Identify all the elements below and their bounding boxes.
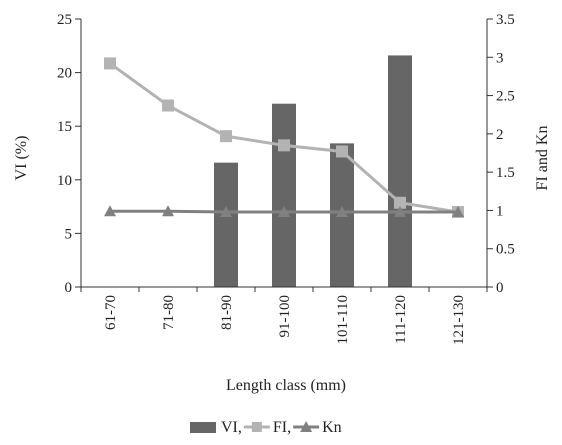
fi-point-101-110 bbox=[336, 145, 348, 158]
legend-label-fi: FI, bbox=[273, 419, 291, 436]
x-tick-label-91-100: 91-100 bbox=[277, 295, 293, 338]
vi-bar-91-100 bbox=[272, 103, 296, 287]
y-right-tick-label: 2 bbox=[496, 127, 504, 143]
y-left-tick-label: 20 bbox=[57, 66, 72, 82]
y-left-tick-label: 10 bbox=[57, 173, 72, 189]
y-axis-left-title: VI (%) bbox=[13, 136, 30, 181]
y-left-tick-label: 0 bbox=[65, 280, 73, 296]
y-left-tick-label: 5 bbox=[65, 226, 73, 242]
axes bbox=[75, 18, 493, 292]
legend-label-vi: VI, bbox=[221, 419, 242, 436]
y-right-tick-label: 1.5 bbox=[496, 165, 515, 181]
kn-point-121-130 bbox=[452, 205, 464, 217]
y-right-tick-label: 1 bbox=[496, 203, 504, 219]
x-tick-label-61-70: 61-70 bbox=[103, 295, 119, 330]
x-tick-label-81-90: 81-90 bbox=[219, 295, 235, 330]
fi-point-61-70 bbox=[104, 57, 116, 70]
y-right-tick-label: 3 bbox=[496, 50, 504, 66]
legend: VI, FI, Kn bbox=[190, 419, 342, 436]
kn-point-101-110 bbox=[336, 205, 348, 217]
y-left-tick-label: 25 bbox=[57, 12, 72, 28]
x-tick-label-101-110: 101-110 bbox=[335, 295, 351, 344]
kn-point-61-70 bbox=[104, 205, 116, 217]
y-right-tick-label: 2.5 bbox=[496, 89, 515, 105]
legend-swatch-vi bbox=[190, 422, 216, 433]
vi-bars bbox=[214, 55, 412, 287]
fi-point-111-120 bbox=[394, 196, 406, 209]
y-right-tick-label: 0 bbox=[496, 280, 504, 296]
legend-marker-fi bbox=[251, 422, 262, 432]
vi-bar-81-90 bbox=[214, 162, 238, 287]
x-axis-title: Length class (mm) bbox=[226, 377, 346, 394]
legend-marker-kn bbox=[300, 421, 313, 432]
y-axis-right-title: FI and Kn bbox=[534, 126, 551, 191]
y-right-tick-label: 3.5 bbox=[496, 12, 515, 28]
y-right-tick-label: 0.5 bbox=[496, 242, 515, 258]
fi-point-81-90 bbox=[220, 130, 232, 143]
kn-point-81-90 bbox=[220, 205, 232, 217]
fi-point-91-100 bbox=[278, 139, 290, 152]
x-tick-label-71-80: 71-80 bbox=[161, 295, 177, 330]
vi-bar-111-120 bbox=[388, 55, 412, 287]
fi-point-71-80 bbox=[162, 99, 174, 112]
y-left-tick-label: 15 bbox=[57, 119, 72, 135]
x-tick-label-111-120: 111-120 bbox=[393, 295, 409, 344]
legend-label-kn: Kn bbox=[322, 419, 342, 436]
kn-point-91-100 bbox=[278, 205, 290, 217]
tick-labels: 0 5 10 15 20 25 0 0.5 1 1.5 2 2.5 3 3.5 61-70 71-80 81-9… bbox=[57, 12, 515, 345]
line-series bbox=[104, 57, 464, 218]
kn-point-111-120 bbox=[394, 205, 406, 217]
kn-point-71-80 bbox=[162, 205, 174, 217]
x-tick-label-121-130: 121-130 bbox=[451, 295, 467, 345]
